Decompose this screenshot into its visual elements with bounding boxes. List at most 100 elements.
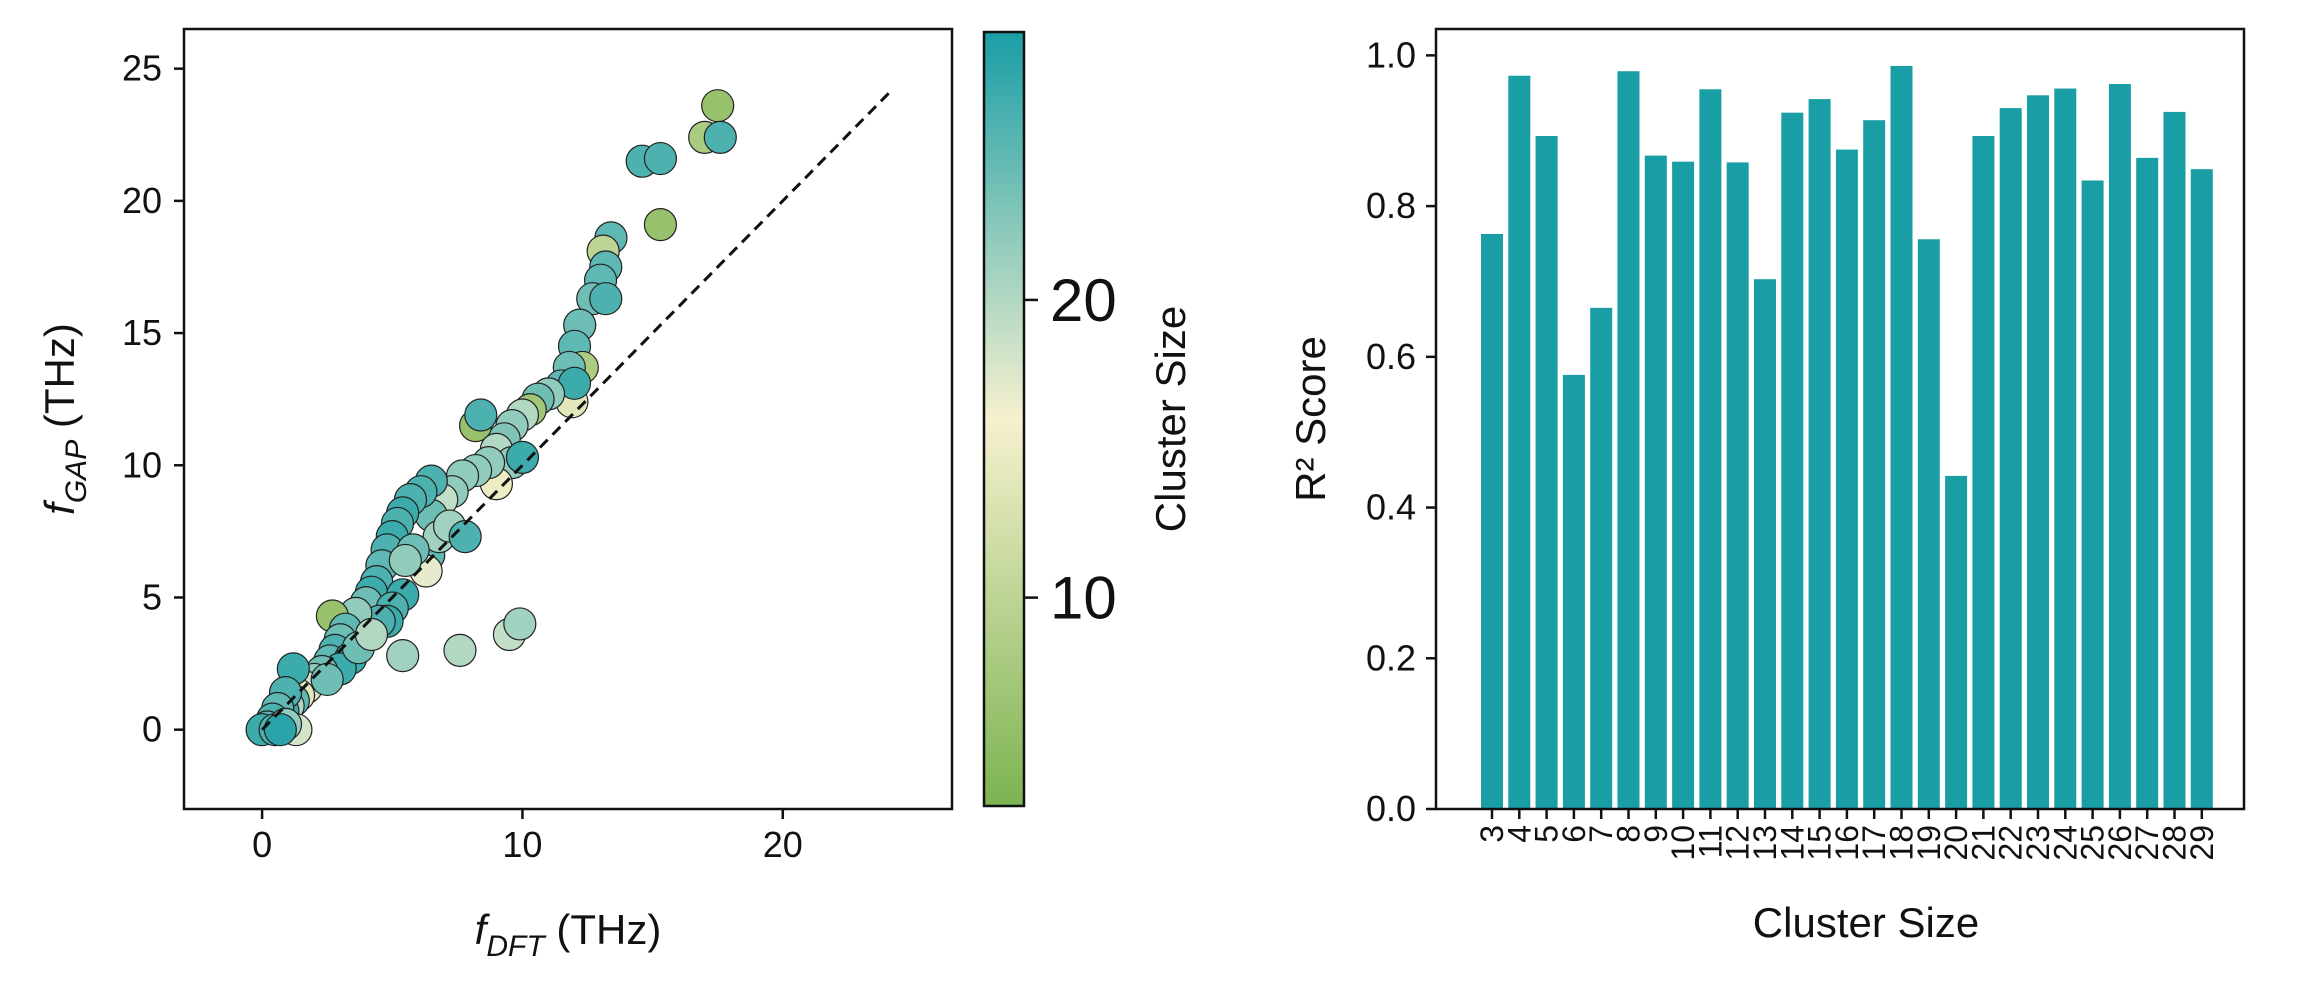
bar-x-axis-label: Cluster Size [1753,899,1979,946]
colorbar-gradient [984,32,1024,806]
bar-cluster-5 [1535,136,1558,809]
scatter-point [386,639,420,673]
colorbar-tick-label: 20 [1050,267,1117,334]
bar-x-tick-label: 9 [1638,825,1674,843]
bar-cluster-27 [2136,157,2159,809]
bar-x-tick-label: 20 [1938,825,1974,861]
scatter-point [263,713,297,747]
bar-x-axis: 3456789101112131415161718192021222324252… [1474,809,2220,861]
scatter-point [643,208,678,242]
scatter-y-tick-label: 20 [122,180,162,221]
scatter-point [701,89,735,123]
bars [1481,65,2213,810]
colorbar-frame [982,30,1026,808]
bar-x-tick-label: 14 [1774,825,1810,861]
bar-x-tick-label: 17 [1856,825,1892,861]
bar-y-axis: 0.0 0.2 0.4 0.6 0.8 1.0 [1366,34,1436,829]
bar-x-tick-label: 8 [1611,825,1647,843]
bar-cluster-28 [2163,111,2186,809]
scatter-ylabel-sub: GAP [60,440,93,503]
scatter-point [448,520,482,554]
bar-cluster-25 [2081,180,2104,809]
scatter-x-axis: 0 10 20 [252,809,803,865]
scatter-x-tick-label: 10 [502,824,542,865]
bar-cluster-16 [1835,149,1858,809]
bar-cluster-24 [2054,88,2077,809]
bar-cluster-19 [1917,239,1940,809]
bar-x-tick-label: 18 [1884,825,1920,861]
scatter-point [388,543,422,578]
bar-x-tick-label: 10 [1665,825,1701,861]
scatter-y-tick-label: 10 [122,444,162,485]
scatter-y-axis: 0 5 10 15 20 25 [122,48,184,750]
bar-x-tick-label: 13 [1747,825,1783,861]
scatter-points [245,89,737,747]
scatter-y-tick-label: 0 [142,709,162,750]
bar-x-tick-label: 4 [1501,825,1537,843]
bar-cluster-9 [1644,155,1667,809]
bar-x-tick-label: 29 [2184,825,2220,861]
colorbar-tick-label: 10 [1050,565,1117,632]
identity-reference-line [261,91,891,731]
scatter-y-tick-label: 25 [122,48,162,89]
bar-cluster-11 [1699,89,1722,809]
scatter-xlabel-unit: (THz) [545,906,662,953]
scatter-point [464,398,498,432]
bar-x-tick-label: 16 [1829,825,1865,861]
bar-cluster-21 [1972,136,1995,809]
bar-y-tick-label: 0.2 [1366,637,1416,678]
bar-y-axis-label: R² Score [1287,336,1334,502]
bar-x-tick-label: 27 [2129,825,2165,861]
scatter-xlabel-sub: DFT [486,930,547,963]
bar-cluster-3 [1481,233,1503,810]
bar-x-tick-label: 7 [1583,825,1619,843]
bar-cluster-18 [1890,65,1913,809]
bar-y-tick-label: 0.8 [1366,185,1416,226]
bar-x-tick-label: 11 [1692,825,1728,858]
bar-cluster-17 [1863,120,1886,809]
bar-cluster-26 [2108,84,2131,809]
scatter-point [503,607,537,641]
bar-x-tick-label: 24 [2047,825,2083,861]
bar-x-tick-label: 5 [1529,825,1565,843]
scatter-ylabel-unit: (THz) [36,323,83,440]
bar-y-tick-label: 0.6 [1366,336,1416,377]
colorbar-ticks: 10 20 [1024,267,1117,632]
bar-cluster-10 [1672,161,1695,809]
bar-cluster-14 [1781,112,1804,810]
bar-x-tick-label: 12 [1720,825,1756,861]
bar-x-tick-label: 25 [2075,825,2111,861]
bar-cluster-29 [2190,169,2213,809]
bar-plot-frame [1434,27,2246,811]
scatter-point [589,282,623,316]
scatter-y-tick-label: 5 [142,576,162,617]
scatter-x-axis-label: fDFT (THz) [475,906,662,963]
bar-x-tick-label: 21 [1965,825,2001,861]
scatter-x-tick-label: 0 [252,824,272,865]
scatter-point [354,617,389,652]
bar-x-tick-label: 15 [1802,825,1838,861]
colorbar: 10 20 Cluster Size [982,30,1194,808]
bar-cluster-20 [1945,475,1968,809]
bar-x-tick-label: 3 [1474,825,1510,843]
scatter-plot-frame [182,27,954,811]
bar-y-tick-label: 1.0 [1366,34,1416,75]
scatter-x-tick-label: 20 [763,824,803,865]
bar-cluster-6 [1562,374,1585,809]
bar-y-tick-label: 0.0 [1366,788,1416,829]
scatter-point [703,120,737,155]
bar-cluster-23 [2027,95,2049,809]
bar-y-tick-label: 0.4 [1366,487,1416,528]
scatter-point [443,633,477,667]
bar-cluster-7 [1590,307,1613,809]
bar-cluster-22 [1999,108,2022,809]
bar-cluster-13 [1754,279,1776,810]
scatter-point [505,440,540,474]
bar-cluster-8 [1617,71,1640,810]
bar-panel: 0.0 0.2 0.4 0.6 0.8 1.0 345678910111213141516… [1287,27,2246,946]
bar-cluster-4 [1508,75,1531,810]
bar-cluster-12 [1726,162,1749,810]
bar-x-tick-label: 23 [2020,825,2056,861]
colorbar-label: Cluster Size [1147,306,1194,532]
